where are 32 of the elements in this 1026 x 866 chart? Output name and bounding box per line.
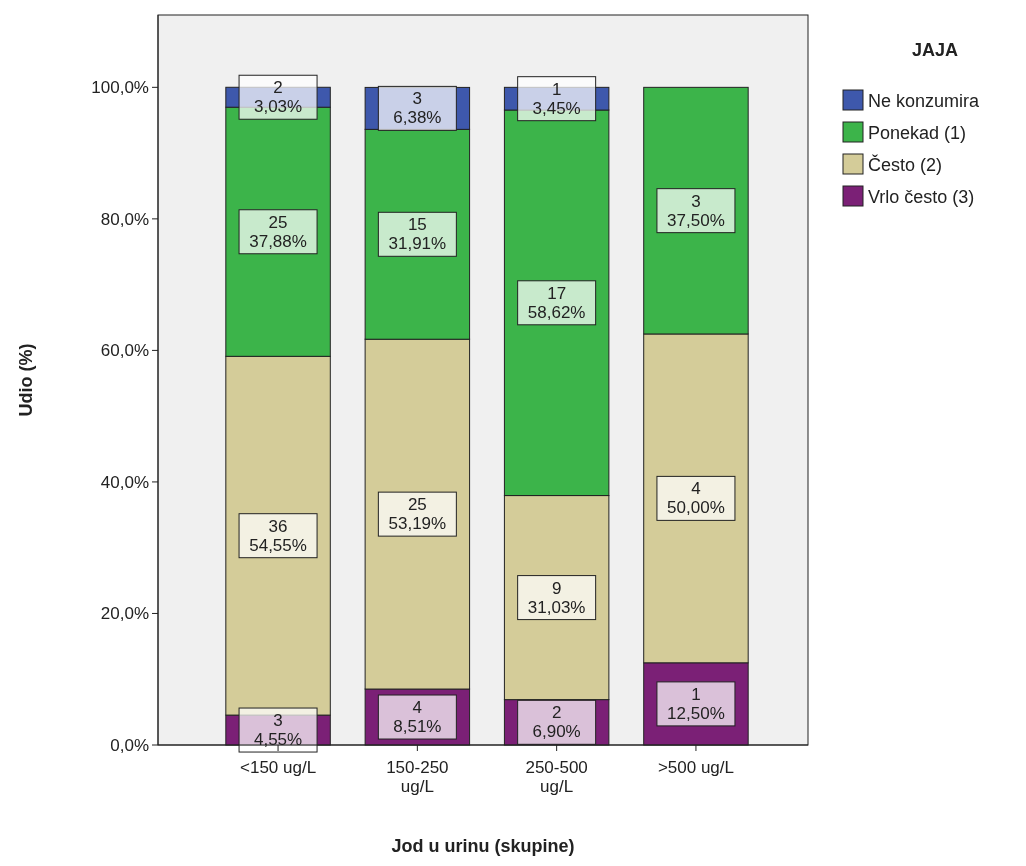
y-tick-label: 60,0% <box>100 341 149 361</box>
data-label: 15 31,91% <box>388 215 447 254</box>
data-label: 3 37,50% <box>667 191 725 230</box>
x-tick-label: >500 ug/L <box>657 758 734 777</box>
data-label: 17 58,62% <box>527 283 586 322</box>
data-label: 2 3,03% <box>253 78 303 117</box>
data-label: 36 54,55% <box>249 516 307 555</box>
y-tick-label: 20,0% <box>100 604 149 624</box>
y-axis-title: Udio (%) <box>16 343 36 417</box>
data-label: 4 50,00% <box>667 479 725 518</box>
data-label: 25 37,88% <box>249 212 307 251</box>
x-tick-label: 250-500 ug/L <box>525 758 588 796</box>
x-axis-title: Jod u urinu (skupine) <box>391 836 575 856</box>
data-label: 9 31,03% <box>527 578 586 617</box>
x-tick-label: <150 ug/L <box>240 758 317 777</box>
data-label: 4 8,51% <box>393 698 442 737</box>
y-tick-label: 80,0% <box>100 209 149 229</box>
data-label: 2 6,90% <box>532 703 581 742</box>
legend-label: Vrlo često (3) <box>868 187 975 207</box>
data-label: 1 3,45% <box>532 79 581 118</box>
data-label: 3 4,55% <box>253 711 303 750</box>
legend-label: Ponekad (1) <box>868 123 967 143</box>
legend-title: JAJA <box>911 40 959 60</box>
y-tick-label: 40,0% <box>100 472 149 492</box>
x-tick-label: 150-250 ug/L <box>386 758 449 796</box>
data-label: 3 6,38% <box>393 89 442 128</box>
legend-label: Ne konzumira <box>868 91 981 111</box>
y-tick-label: 100,0% <box>91 78 149 98</box>
legend-label: Često (2) <box>868 154 943 175</box>
data-label: 25 53,19% <box>388 495 447 534</box>
y-tick-label: 0,0% <box>110 736 149 755</box>
data-label: 1 12,50% <box>667 684 725 723</box>
